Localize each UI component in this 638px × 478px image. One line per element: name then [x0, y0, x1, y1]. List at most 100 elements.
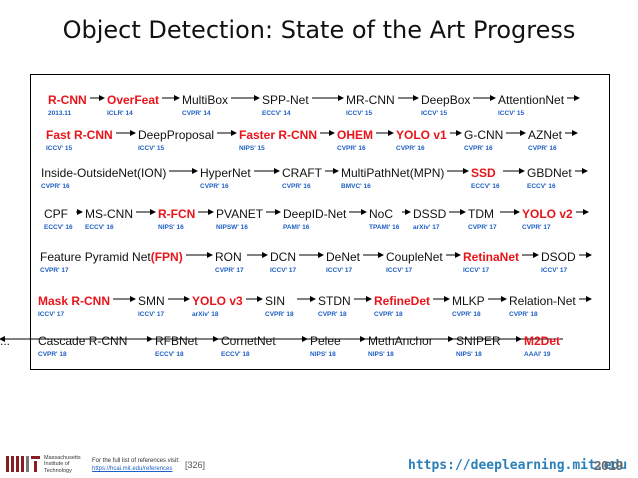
method-node: AZNet CVPR' 16 — [528, 127, 562, 153]
method-name: AZNet — [528, 128, 563, 142]
method-venue: ICCV' 15 — [46, 145, 73, 152]
reference-link[interactable]: https://hcai.mit.edu/references — [92, 465, 173, 472]
method-node: DSOD ICCV' 17 — [541, 249, 576, 275]
method-venue: NIPS' 18 — [368, 351, 394, 358]
method-name: Fast R-CNN — [46, 128, 113, 142]
method-node: DeNet ICCV' 17 — [326, 249, 360, 275]
method-name: RFBNet — [155, 334, 198, 348]
method-name: MLKP — [452, 294, 485, 308]
method-venue: CVPR' 18 — [318, 311, 347, 318]
method-name: DSOD — [541, 250, 576, 264]
method-name: YOLO v2 — [522, 207, 573, 221]
method-node: YOLO v2 CVPR' 17 — [522, 206, 573, 232]
method-node: DeepID-Net PAMI' 16 — [283, 206, 346, 232]
method-name: DeepProposal — [138, 128, 215, 142]
method-venue: CVPR' 18 — [509, 311, 538, 318]
method-venue: CVPR' 16 — [464, 145, 493, 152]
method-venue: TPAMI' 16 — [369, 224, 400, 231]
method-name: M2Det — [524, 334, 561, 348]
method-venue: arXiv' 17 — [413, 224, 440, 231]
method-name: SPP-Net — [262, 93, 309, 107]
method-node: MR-CNN ICCV' 15 — [346, 92, 395, 118]
method-node: Fast R-CNN ICCV' 15 — [46, 127, 113, 153]
method-name: MR-CNN — [346, 93, 395, 107]
method-name: ... — [0, 334, 11, 348]
method-node: SSD ECCV' 16 — [471, 165, 500, 191]
method-name: R-FCN — [158, 207, 196, 221]
method-name-highlight: (FPN) — [150, 250, 183, 264]
method-node: R-CNN 2013.11 — [48, 92, 87, 118]
method-name: AttentionNet — [498, 93, 565, 107]
method-name: OverFeat — [107, 93, 160, 107]
method-venue: AAAI' 19 — [524, 351, 551, 358]
method-venue: CVPR' 18 — [374, 311, 403, 318]
method-venue: ICCV' 15 — [346, 110, 373, 117]
method-node: MultiBox CVPR' 14 — [182, 92, 228, 118]
method-node: CPF ECCV' 16 — [44, 206, 73, 232]
method-name: STDN — [318, 294, 351, 308]
method-venue: ECCV' 16 — [44, 224, 73, 231]
method-node: DeepBox ICCV' 15 — [421, 92, 470, 118]
method-name: R-CNN — [48, 93, 87, 107]
reference-note-text: For the full list of references visit: — [92, 458, 180, 464]
method-name: Mask R-CNN — [38, 294, 111, 308]
method-node: HyperNet CVPR' 16 — [200, 165, 251, 191]
method-venue: arXiv' 18 — [192, 311, 219, 318]
method-node: SMN ICCV' 17 — [138, 293, 165, 319]
method-name: Faster R-CNN — [239, 128, 318, 142]
method-node: ... — [0, 333, 10, 349]
method-name: YOLO v3 — [192, 294, 243, 308]
method-name: RON — [215, 250, 242, 264]
method-venue: ICCV' 17 — [463, 267, 490, 274]
method-node: STDN CVPR' 18 — [318, 293, 351, 319]
method-venue: CVPR' 16 — [396, 145, 425, 152]
method-node: M2Det AAAI' 19 — [524, 333, 560, 359]
method-venue: ICCV' 17 — [326, 267, 353, 274]
method-node: CoupleNet ICCV' 17 — [386, 249, 443, 275]
method-node: MultiPathNet(MPN) BMVC' 16 — [341, 165, 444, 191]
method-venue: NIPS' 18 — [310, 351, 336, 358]
method-node: AttentionNet ICCV' 15 — [498, 92, 564, 118]
method-venue: BMVC' 16 — [341, 183, 371, 190]
method-name: G-CNN — [464, 128, 504, 142]
method-name: CPF — [44, 207, 68, 221]
method-name: RefineDet — [374, 294, 431, 308]
method-venue: CVPR' 16 — [337, 145, 366, 152]
method-name: Inside-OutsideNet(ION) — [41, 166, 167, 180]
method-venue: PAMI' 16 — [283, 224, 310, 231]
method-venue: CVPR' 16 — [41, 183, 70, 190]
method-venue: NIPS' 16 — [158, 224, 184, 231]
method-node: Cascade R-CNN CVPR' 18 — [38, 333, 127, 359]
method-name: RetinaNet — [463, 250, 520, 264]
method-venue: NIPS' 15 — [239, 145, 265, 152]
method-node: Feature Pyramid Net(FPN) CVPR' 17 — [40, 249, 183, 275]
method-venue: ICCV' 15 — [421, 110, 448, 117]
method-node: RetinaNet ICCV' 17 — [463, 249, 519, 275]
method-name: OHEM — [337, 128, 373, 142]
method-venue: CVPR' 16 — [528, 145, 557, 152]
method-venue: ICCV' 15 — [498, 110, 525, 117]
method-name: SSD — [471, 166, 496, 180]
method-node: RFBNet ECCV' 18 — [155, 333, 198, 359]
method-venue: ECCV' 16 — [527, 183, 556, 190]
method-name: CoupleNet — [386, 250, 443, 264]
method-venue: ICCV' 17 — [541, 267, 568, 274]
method-venue: CVPR' 14 — [182, 110, 211, 117]
method-name: DeepBox — [421, 93, 471, 107]
method-venue: ICLR' 14 — [107, 110, 133, 117]
method-node: OHEM CVPR' 16 — [337, 127, 373, 153]
method-venue: NIPS' 18 — [456, 351, 482, 358]
method-node: DSSD arXiv' 17 — [413, 206, 446, 232]
method-name: MultiPathNet(MPN) — [341, 166, 445, 180]
method-node: MLKP CVPR' 18 — [452, 293, 485, 319]
method-venue: ICCV' 17 — [38, 311, 65, 318]
method-node: YOLO v1 CVPR' 16 — [396, 127, 447, 153]
method-name: SIN — [265, 294, 286, 308]
method-name: Relation-Net — [509, 294, 576, 308]
method-node: CRAFT CVPR' 16 — [282, 165, 322, 191]
course-url[interactable]: https://deeplearning.mit.edu — [408, 458, 628, 473]
method-name: Cascade R-CNN — [38, 334, 128, 348]
method-venue: ECCV' 16 — [85, 224, 114, 231]
method-node: CornetNet ECCV' 18 — [221, 333, 276, 359]
method-venue: CVPR' 17 — [215, 267, 244, 274]
